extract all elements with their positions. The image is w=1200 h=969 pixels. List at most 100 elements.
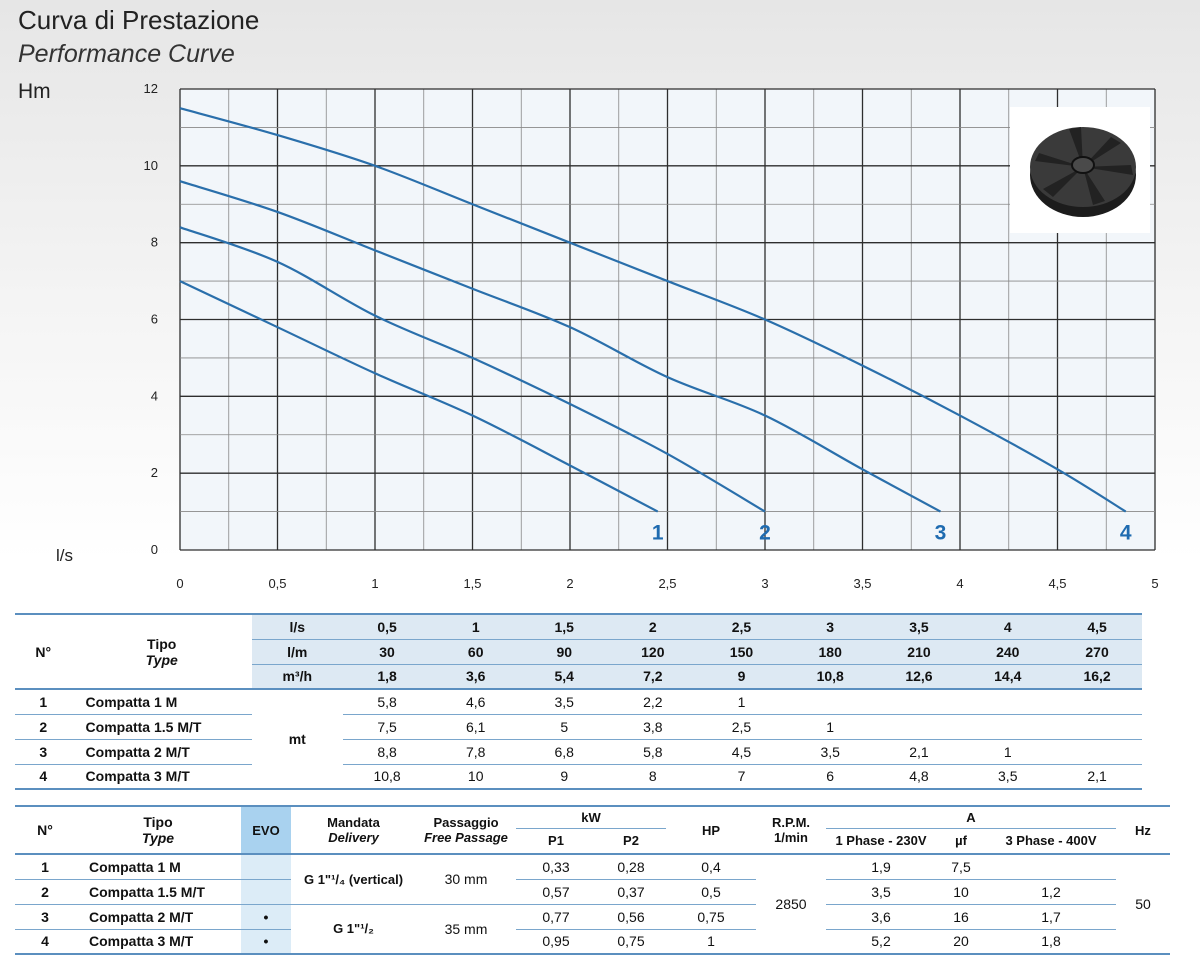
col-p1-header: P1 [516,828,596,855]
ls-val: 2 [608,614,698,640]
m3h-val: 1,8 [342,664,432,690]
x-tick-label: 5 [1151,576,1158,591]
y-tick-label: 2 [151,465,158,480]
ls-val: 4,5 [1052,614,1142,640]
col-no-header: N° [15,614,72,690]
table-row: 3 Compatta 2 M/T • G 1"¹/₂ 35 mm 0,77 0,… [15,904,1170,955]
delivery-a: G 1"¹/₄ (vertical) [291,854,416,905]
col-1phase-header: 1 Phase - 230V [826,828,936,855]
ls-val: 4 [963,614,1053,640]
col-3phase-header: 3 Phase - 400V [986,828,1116,855]
ls-val: 0,5 [342,614,432,640]
impeller-image [1030,127,1136,217]
m3h-val: 3,6 [431,664,520,690]
m3h-val: 12,6 [874,664,964,690]
chart-grid [179,88,1156,551]
table-row: 1 Compatta 1 M G 1"¹/₄ (vertical) 30 mm … [15,854,1170,955]
unit-lm: l/m [251,639,343,665]
lm-val: 60 [431,639,520,665]
x-axis-label: l/s [56,546,73,565]
x-tick-label: 3,5 [853,576,871,591]
x-tick-label: 1,5 [463,576,481,591]
m3h-val: 7,2 [608,664,698,690]
col-hz-header: Hz [1116,806,1170,855]
y-tick-label: 0 [151,542,158,557]
y-tick-label: 12 [144,81,158,96]
x-tick-label: 0,5 [268,576,286,591]
ls-val: 1 [431,614,520,640]
x-tick-label: 4,5 [1048,576,1066,591]
unit-m3h: m³/h [251,664,343,690]
col-delivery-header: Mandata Delivery [291,806,416,855]
curve-label-1: 1 [652,522,664,545]
ls-val: 3 [785,614,875,640]
rpm-value: 2850 [756,854,826,955]
m3h-val: 10,8 [785,664,875,690]
curve-label-2: 2 [759,522,771,545]
y-tick-label: 8 [151,235,158,250]
curve-label-4: 4 [1120,522,1132,545]
ls-val: 2,5 [697,614,786,640]
y-axis-label: Hm [18,80,51,103]
lm-val: 240 [963,639,1053,665]
passage-b: 35 mm [416,904,516,955]
lm-val: 30 [342,639,432,665]
lm-val: 270 [1052,639,1142,665]
col-type-header: Tipo Type [71,614,252,690]
ls-val: 1,5 [519,614,609,640]
curve-4 [179,107,1127,513]
table-row: 1 Compatta 1 M mt 5,8 4,6 3,5 2,2 1 [15,689,1142,790]
col-evo-header: EVO [241,806,291,855]
page-subtitle: Performance Curve [18,40,235,68]
chart-curves [179,107,1127,513]
page-title: Curva di Prestazione [18,5,260,35]
curve-2 [179,226,766,513]
x-tick-label: 4 [956,576,963,591]
y-tick-label: 6 [151,312,158,327]
x-tick-label: 0 [176,576,183,591]
col-no-header: N° [15,806,75,855]
x-tick-label: 2,5 [658,576,676,591]
table-row: 3 Compatta 2 M/T 8,8 7,8 6,8 5,8 4,5 3,5 2,… [15,739,1142,765]
col-a-header: A [826,806,1116,829]
m3h-val: 16,2 [1052,664,1142,690]
lm-val: 90 [519,639,609,665]
table-row: 4 Compatta 3 M/T • 0,95 0,75 1 5,2 20 1,… [15,929,1170,955]
lm-val: 180 [785,639,875,665]
y-tick-label: 10 [144,158,158,173]
delivery-b: G 1"¹/₂ [291,904,416,955]
col-hp-header: HP [666,806,756,855]
col-p2-header: P2 [596,828,666,855]
lm-val: 210 [874,639,964,665]
unit-ls: l/s [251,614,343,640]
curve-1 [179,280,659,513]
m3h-val: 14,4 [963,664,1053,690]
y-tick-label: 4 [151,388,158,403]
hz-value: 50 [1116,854,1170,955]
col-uf-header: µf [936,828,986,855]
performance-table: N° Tipo Type l/s 0,5 1 1,5 2 2,5 3 3,5 4 … [15,613,1142,790]
ls-val: 3,5 [874,614,964,640]
table-row: 2 Compatta 1.5 M/T 0,57 0,37 0,5 3,5 10 … [15,879,1170,905]
lm-val: 120 [608,639,698,665]
x-tick-label: 3 [761,576,768,591]
col-passage-header: Passaggio Free Passage [416,806,516,855]
m3h-val: 9 [697,664,786,690]
passage-a: 30 mm [416,854,516,905]
col-type-header: Tipo Type [75,806,241,855]
chart-curve-labels: 1 2 3 4 [652,522,1132,545]
unit-mt: mt [251,689,343,790]
x-tick-label: 1 [371,576,378,591]
specs-table: N° Tipo Type EVO Mandata Delivery Passaggi… [15,805,1170,955]
table-row: 2 Compatta 1.5 M/T 7,5 6,1 5 3,8 2,5 1 [15,714,1142,740]
col-kw-header: kW [516,806,666,829]
curve-label-3: 3 [935,522,947,545]
col-rpm-header: R.P.M. 1/min [756,806,826,855]
m3h-val: 5,4 [519,664,609,690]
x-tick-label: 2 [566,576,573,591]
curve-3 [179,180,942,513]
lm-val: 150 [697,639,786,665]
